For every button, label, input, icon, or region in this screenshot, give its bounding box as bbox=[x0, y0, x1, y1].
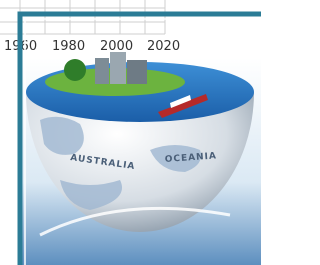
tick-label: 2000 bbox=[100, 39, 133, 54]
tick-label: 1980 bbox=[52, 39, 85, 54]
building bbox=[95, 58, 109, 84]
building bbox=[127, 60, 147, 84]
tick-label: 2020 bbox=[147, 39, 180, 54]
building bbox=[110, 52, 126, 84]
page: 1960 1980 2000 2020 AUSTRALIA OCEANIA ((… bbox=[0, 0, 320, 265]
scene: 1960 1980 2000 2020 AUSTRALIA OCEANIA bbox=[0, 0, 261, 265]
tree bbox=[64, 59, 86, 81]
